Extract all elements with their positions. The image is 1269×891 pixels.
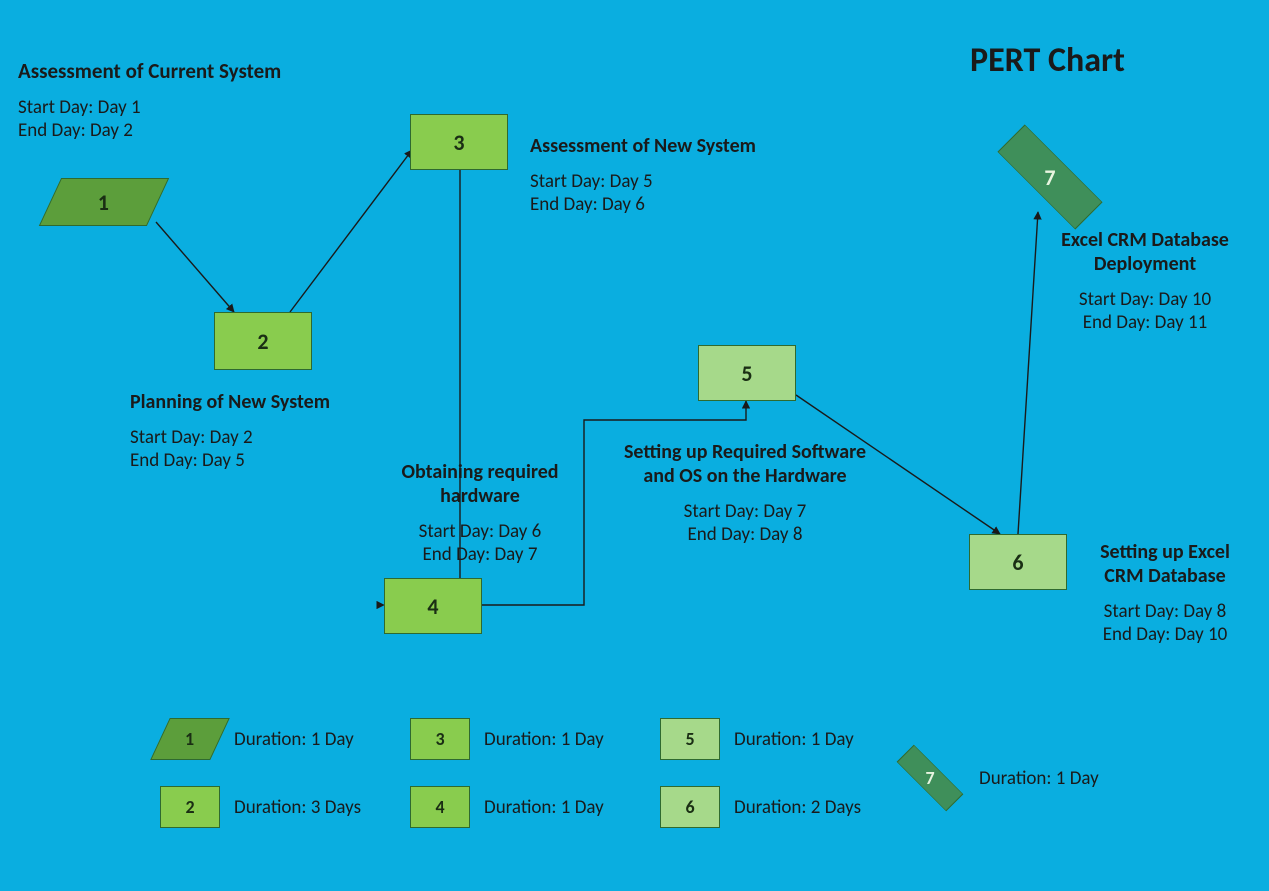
- legend-row: 2 Duration: 3 Days 4 Duration: 1 Day 6 Durati…: [160, 786, 880, 828]
- node-label-line: Start Day: Day 5: [530, 170, 756, 193]
- node-7: 7: [995, 142, 1105, 212]
- node-label-line: End Day: Day 6: [530, 193, 756, 216]
- legend-text: Duration: 1 Day: [234, 728, 354, 751]
- legend-item-5: 5 Duration: 1 Day: [660, 718, 880, 760]
- node-label-line: Start Day: Day 7: [620, 500, 870, 523]
- legend-swatch: 3: [410, 718, 470, 760]
- legend-text: Duration: 1 Day: [979, 767, 1099, 790]
- node-label-line: Start Day: Day 2: [130, 426, 330, 449]
- node-number: 1: [98, 189, 109, 216]
- legend-swatch: 1: [150, 718, 230, 760]
- legend-item-2: 2 Duration: 3 Days: [160, 786, 380, 828]
- node-label-line: Start Day: Day 10: [1050, 288, 1240, 311]
- node-6: 6: [969, 534, 1067, 590]
- node-4: 4: [384, 578, 482, 634]
- node-label-1: Assessment of Current System Start Day: D…: [18, 58, 281, 142]
- node-label-title: Setting up Required Software and OS on t…: [620, 440, 870, 488]
- node-label-title: Assessment of New System: [530, 134, 756, 158]
- legend-swatch: 6: [660, 786, 720, 828]
- node-label-line: Start Day: Day 6: [380, 520, 580, 543]
- node-number: 7: [1044, 164, 1055, 191]
- legend-item-6: 6 Duration: 2 Days: [660, 786, 880, 828]
- legend-swatch-number: 1: [185, 728, 194, 750]
- node-label-title: Assessment of Current System: [18, 58, 281, 84]
- legend-text: Duration: 1 Day: [734, 728, 854, 751]
- node-2: 2: [214, 312, 312, 370]
- edge: [1018, 212, 1038, 534]
- node-label-line: End Day: Day 11: [1050, 311, 1240, 334]
- legend-swatch: 7: [895, 756, 965, 800]
- node-3: 3: [410, 114, 508, 170]
- node-label-2: Planning of New System Start Day: Day 2En…: [130, 390, 330, 472]
- legend-item-3: 3 Duration: 1 Day: [410, 718, 630, 760]
- edge: [156, 222, 234, 312]
- node-label-title: Setting up Excel CRM Database: [1080, 540, 1250, 588]
- legend-text: Duration: 1 Day: [484, 796, 604, 819]
- node-label-3: Assessment of New System Start Day: Day 5…: [530, 134, 756, 216]
- edge: [290, 150, 412, 312]
- legend-text: Duration: 3 Days: [234, 796, 361, 819]
- node-label-7: Excel CRM Database Deployment Start Day: …: [1050, 228, 1240, 334]
- node-label-line: Start Day: Day 1: [18, 96, 281, 119]
- node-label-title: Excel CRM Database Deployment: [1050, 228, 1240, 276]
- legend-item-1: 1 Duration: 1 Day: [160, 718, 380, 760]
- node-label-title: Obtaining required hardware: [380, 460, 580, 508]
- pert-chart-canvas: PERT Chart 1 Assessment of Current System S…: [0, 0, 1269, 891]
- node-label-6: Setting up Excel CRM Database Start Day: …: [1080, 540, 1250, 646]
- legend-item-7: 7 Duration: 1 Day: [895, 756, 1099, 800]
- legend-swatch: 2: [160, 786, 220, 828]
- legend-text: Duration: 2 Days: [734, 796, 861, 819]
- legend-text: Duration: 1 Day: [484, 728, 604, 751]
- chart-title: PERT Chart: [970, 40, 1125, 81]
- node-label-line: End Day: Day 8: [620, 523, 870, 546]
- node-label-line: End Day: Day 10: [1080, 623, 1250, 646]
- legend-swatch-number: 7: [925, 767, 934, 789]
- node-label-4: Obtaining required hardware Start Day: Da…: [380, 460, 580, 566]
- legend-item-4: 4 Duration: 1 Day: [410, 786, 630, 828]
- node-label-line: End Day: Day 7: [380, 543, 580, 566]
- node-label-title: Planning of New System: [130, 390, 330, 414]
- legend-row: 1 Duration: 1 Day 3 Duration: 1 Day 5 Duratio…: [160, 718, 880, 760]
- node-5: 5: [698, 345, 796, 401]
- node-label-line: Start Day: Day 8: [1080, 600, 1250, 623]
- node-label-5: Setting up Required Software and OS on t…: [620, 440, 870, 546]
- node-1: 1: [39, 178, 169, 226]
- node-label-line: End Day: Day 5: [130, 449, 330, 472]
- node-label-line: End Day: Day 2: [18, 119, 281, 142]
- legend-swatch: 4: [410, 786, 470, 828]
- legend-swatch: 5: [660, 718, 720, 760]
